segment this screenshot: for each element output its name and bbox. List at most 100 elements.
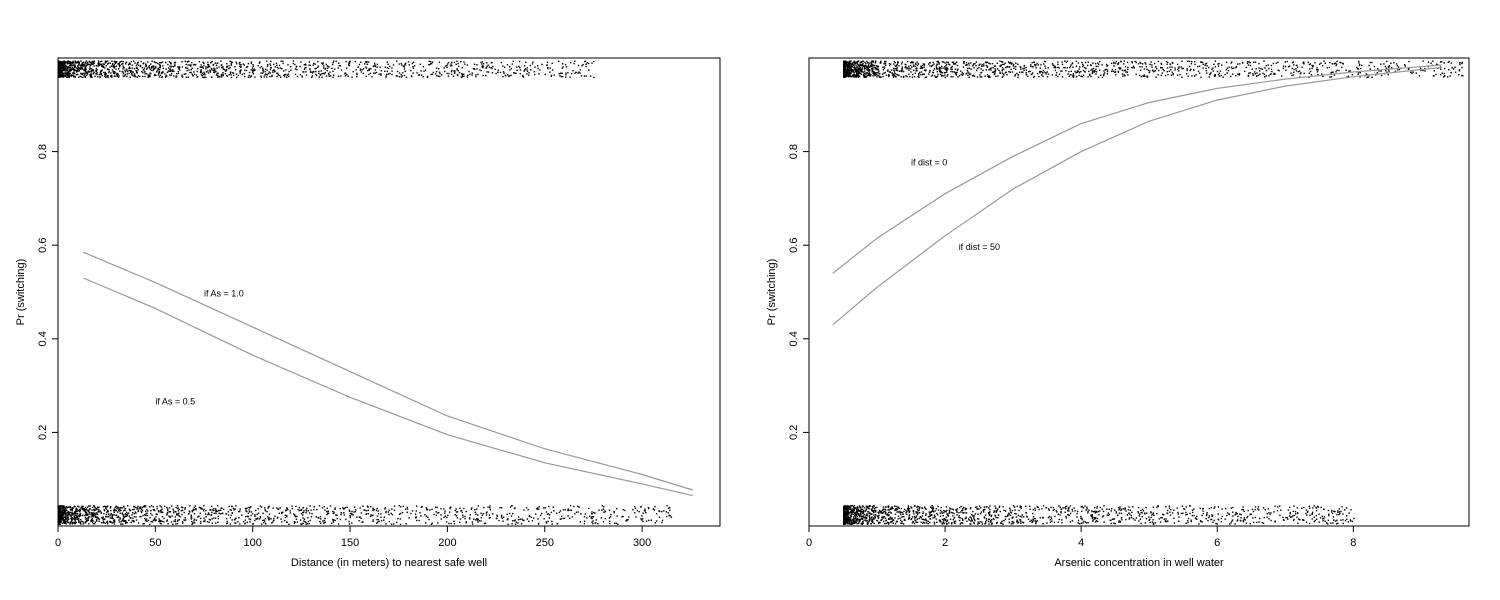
data-point <box>89 74 92 76</box>
data-point <box>102 521 105 523</box>
data-point <box>942 67 944 69</box>
data-point <box>64 63 66 65</box>
data-point <box>77 67 79 69</box>
data-point <box>94 509 96 511</box>
data-point <box>271 522 273 524</box>
data-point <box>234 66 236 68</box>
data-point <box>1396 63 1398 65</box>
data-point <box>1330 76 1333 78</box>
data-point <box>305 66 307 69</box>
data-point <box>1213 63 1215 65</box>
data-point <box>134 62 136 64</box>
data-point <box>1061 63 1064 66</box>
data-point <box>469 517 471 519</box>
data-point <box>120 509 122 511</box>
data-point <box>1225 61 1228 64</box>
data-point <box>310 509 312 511</box>
data-point <box>289 512 292 514</box>
data-point <box>1066 67 1069 69</box>
data-point <box>104 60 107 62</box>
data-point <box>398 513 401 515</box>
data-point <box>1385 67 1388 69</box>
data-point <box>642 520 644 523</box>
data-point <box>1123 74 1125 76</box>
data-point <box>70 69 72 72</box>
data-point <box>461 74 464 76</box>
data-point <box>1001 67 1004 69</box>
data-point <box>177 514 179 516</box>
data-point <box>1158 69 1160 72</box>
data-point <box>267 64 269 66</box>
data-point <box>584 60 587 62</box>
data-point <box>126 75 128 78</box>
data-point <box>351 513 353 515</box>
data-point <box>113 519 116 521</box>
data-point <box>507 523 509 525</box>
data-point <box>69 521 72 523</box>
data-point <box>942 75 944 77</box>
data-point <box>213 509 215 512</box>
data-point <box>304 521 306 523</box>
data-point <box>152 69 154 72</box>
data-point <box>73 516 76 518</box>
data-point <box>431 508 433 511</box>
data-point <box>58 515 61 518</box>
data-point <box>158 69 161 71</box>
data-point <box>529 515 531 518</box>
data-point <box>871 60 873 62</box>
data-point <box>104 72 106 74</box>
data-point <box>80 66 82 68</box>
data-point <box>80 60 82 62</box>
data-point <box>259 518 261 520</box>
data-point <box>577 72 579 74</box>
data-point <box>355 509 357 511</box>
data-point <box>416 519 418 522</box>
data-point <box>1103 74 1105 77</box>
data-point <box>71 523 74 525</box>
data-point <box>96 72 98 74</box>
data-point <box>1293 64 1295 66</box>
data-point <box>179 516 181 518</box>
data-point <box>530 516 533 518</box>
data-point <box>59 72 61 75</box>
data-point <box>139 65 142 68</box>
data-point <box>849 73 852 75</box>
data-point <box>847 72 849 74</box>
data-point <box>78 62 80 64</box>
data-point <box>170 70 172 72</box>
data-point <box>105 516 107 518</box>
data-point <box>66 74 68 76</box>
data-point <box>118 521 121 523</box>
data-point <box>872 61 874 64</box>
data-point <box>412 67 415 69</box>
data-point <box>1076 70 1079 72</box>
data-point <box>1028 71 1030 73</box>
data-point <box>1102 515 1105 517</box>
data-point <box>384 507 387 509</box>
data-point <box>541 63 543 66</box>
data-point <box>1174 69 1176 71</box>
data-point <box>86 72 88 75</box>
data-point <box>69 70 71 72</box>
data-point <box>171 515 173 517</box>
data-point <box>849 67 851 69</box>
data-point <box>854 76 857 78</box>
data-point <box>69 68 71 71</box>
data-point <box>89 507 91 510</box>
data-point <box>387 67 390 70</box>
data-point <box>213 517 215 519</box>
data-point <box>1089 74 1091 77</box>
data-point <box>1170 68 1172 71</box>
data-point <box>140 515 142 518</box>
data-point <box>615 522 617 524</box>
data-point <box>123 510 125 512</box>
data-point <box>857 74 859 76</box>
data-point <box>64 67 67 69</box>
data-point <box>907 61 909 63</box>
data-point <box>234 522 236 524</box>
data-point <box>1008 513 1010 516</box>
data-point <box>63 67 66 69</box>
data-point <box>1113 61 1115 64</box>
data-point <box>991 62 994 65</box>
data-point <box>872 73 875 75</box>
